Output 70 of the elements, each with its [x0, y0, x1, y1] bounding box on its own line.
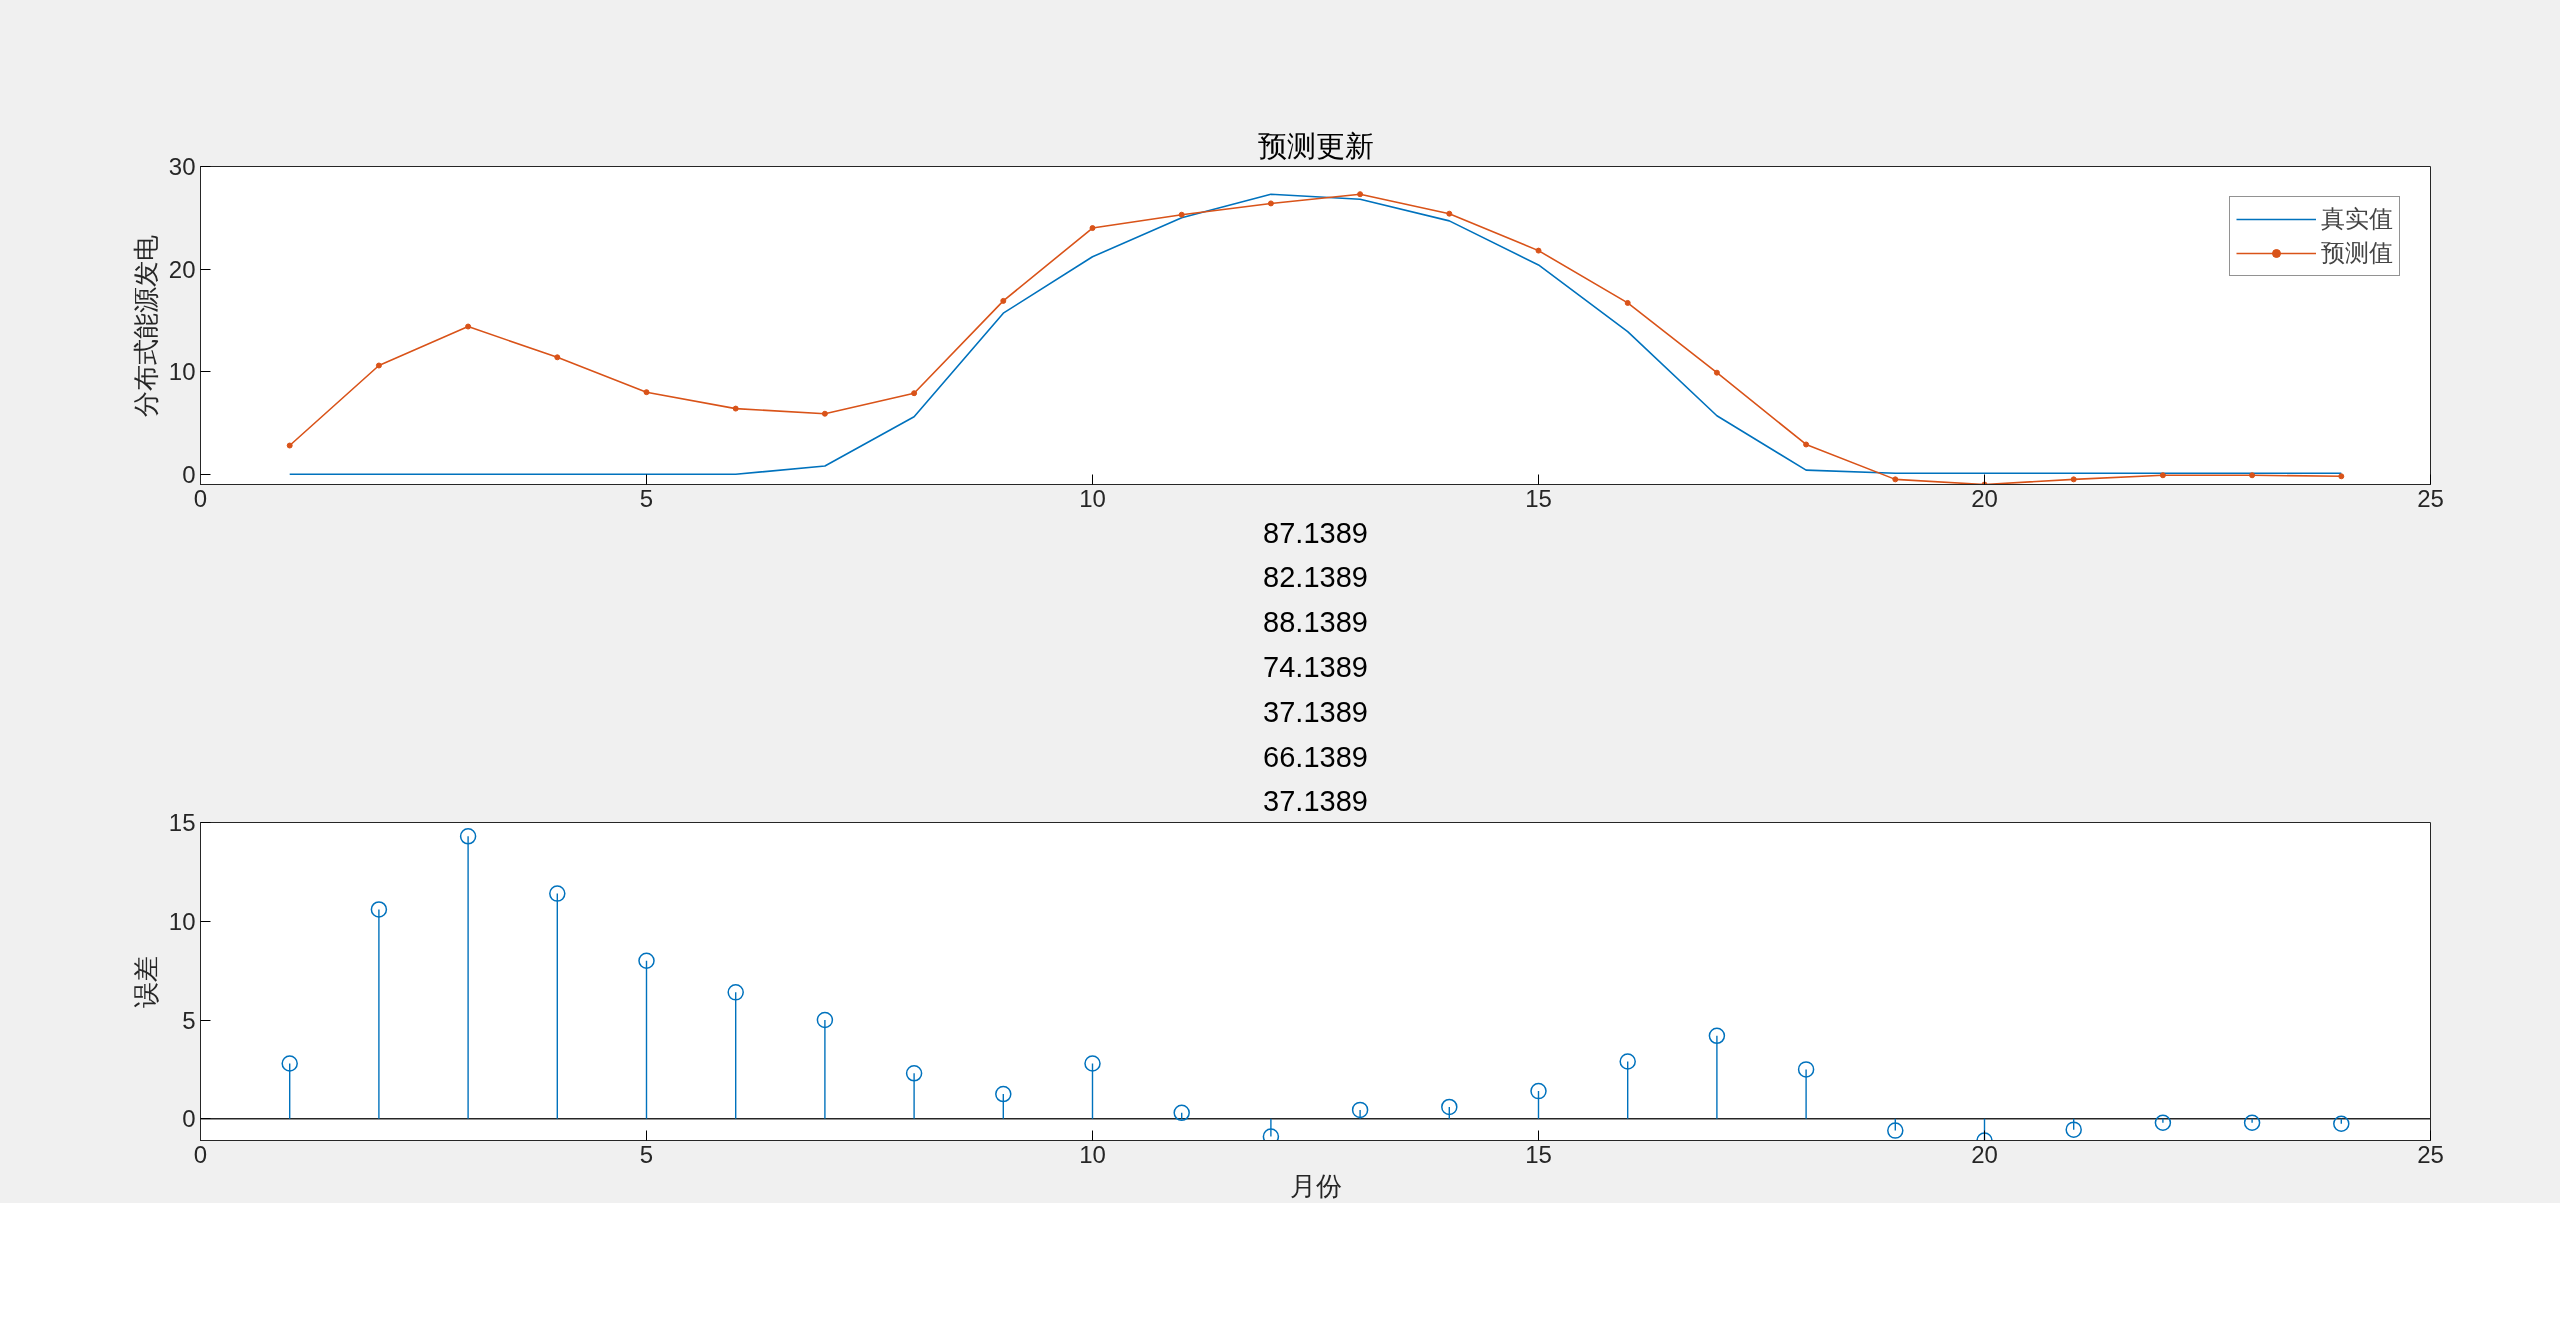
- point: [2065, 1121, 2082, 1138]
- x-tick-label: 15: [1525, 484, 1552, 512]
- x-tick-label: 25: [2417, 484, 2444, 512]
- point: [370, 901, 388, 918]
- point: [1619, 1053, 1636, 1070]
- point: [286, 442, 293, 449]
- legend-label: 真实值: [2321, 204, 2393, 234]
- point: [549, 885, 566, 902]
- point: [2154, 1114, 2172, 1131]
- y-axis-title: 误差: [130, 955, 161, 1008]
- point: [1803, 441, 1810, 448]
- point: [1892, 476, 1899, 483]
- point: [2070, 476, 2077, 483]
- point: [816, 1011, 834, 1029]
- point: [727, 984, 744, 1001]
- x-tick-label: 10: [1079, 1140, 1106, 1168]
- point: [1351, 1101, 1369, 1119]
- x-tick-label: 20: [1971, 1140, 1998, 1168]
- x-axis-title: 月份: [1289, 1170, 1342, 1201]
- y-tick-label: 0: [182, 1105, 196, 1133]
- point: [1267, 200, 1274, 207]
- legend-label: 预测值: [2321, 238, 2393, 268]
- point: [995, 1085, 1012, 1103]
- y-axis-title: 分布式能源发电: [130, 234, 161, 417]
- point: [1441, 1098, 1458, 1116]
- point: [554, 354, 561, 361]
- y-tick-label: 15: [168, 809, 196, 836]
- point: [2338, 473, 2345, 480]
- x-tick-label: 15: [1525, 1140, 1552, 1168]
- point: [905, 1065, 923, 1082]
- point: [1089, 225, 1096, 232]
- point: [1446, 210, 1453, 217]
- x-tick-label: 10: [1079, 484, 1106, 512]
- point: [1624, 299, 1631, 306]
- point: [2159, 472, 2166, 479]
- point: [1797, 1061, 1815, 1078]
- point: [2243, 1114, 2261, 1131]
- chart-title: 87.1389 82.1389 88.1389 74.1389 37.1389 66.1389 37.1389: [1263, 516, 1368, 818]
- point: [732, 405, 739, 412]
- x-tick-label: 20: [1971, 484, 1998, 512]
- point: [1535, 247, 1542, 254]
- chart-title: 预测更新: [1257, 129, 1374, 162]
- y-tick-label: 0: [182, 460, 196, 488]
- y-tick-label: 10: [168, 907, 196, 935]
- point: [2333, 1115, 2350, 1132]
- point: [1708, 1027, 1726, 1045]
- y-tick-label: 5: [182, 1006, 196, 1034]
- point: [2249, 472, 2256, 479]
- point: [1530, 1082, 1547, 1100]
- point: [1000, 297, 1007, 304]
- point: [1357, 191, 1364, 198]
- point: [1173, 1104, 1190, 1122]
- x-tick-label: 5: [639, 1140, 654, 1168]
- point: [1887, 1122, 1904, 1139]
- point: [1178, 211, 1185, 218]
- point: [1713, 369, 1720, 376]
- point: [375, 362, 382, 369]
- x-tick-label: 5: [639, 484, 654, 512]
- point: [911, 390, 918, 397]
- point: [1084, 1055, 1101, 1072]
- point: [638, 952, 655, 969]
- point: [643, 389, 650, 396]
- y-tick-label: 30: [168, 153, 196, 180]
- point: [821, 410, 828, 417]
- point: [465, 323, 472, 330]
- x-tick-label: 25: [2417, 1140, 2444, 1168]
- point: [281, 1055, 298, 1072]
- y-tick-label: 10: [168, 358, 196, 386]
- point: [459, 828, 477, 845]
- y-tick-label: 20: [168, 255, 196, 283]
